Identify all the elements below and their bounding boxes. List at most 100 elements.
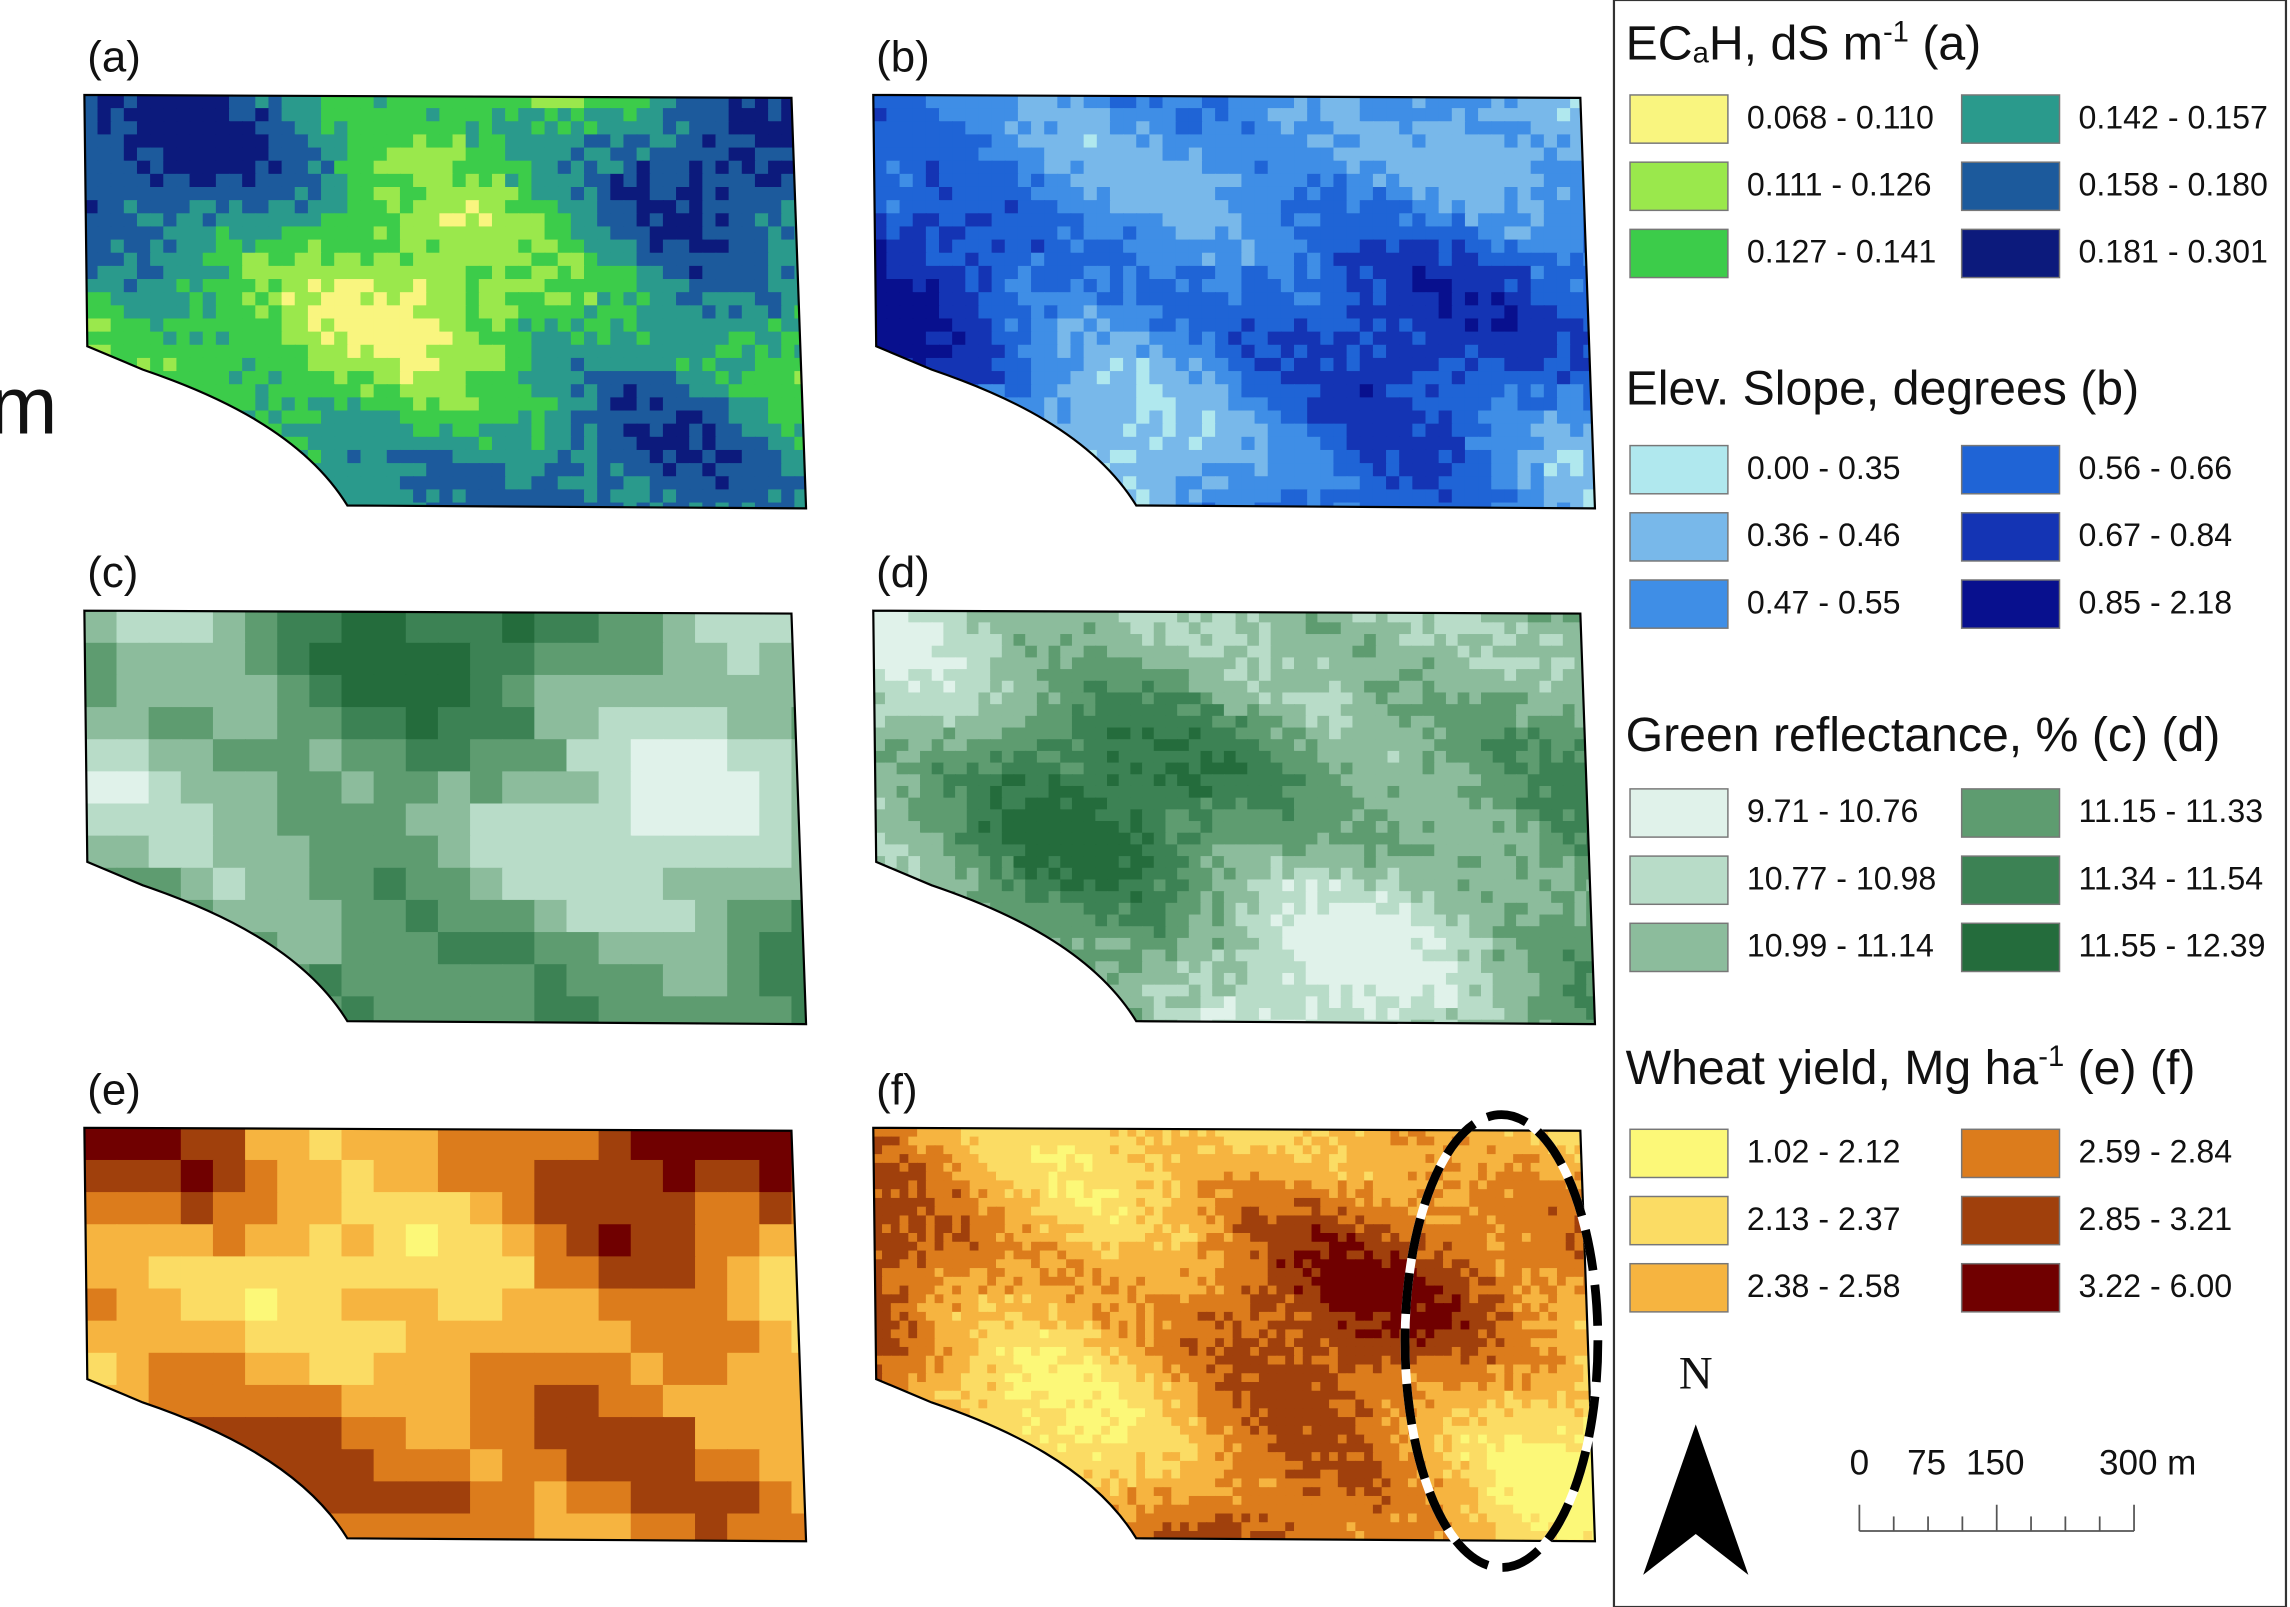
map-cell [1518, 253, 1532, 267]
map-cell [321, 437, 335, 451]
map-cell [1018, 213, 1032, 227]
map-cell [203, 134, 217, 148]
map-cell [1119, 646, 1132, 659]
map-cell [689, 253, 703, 267]
map-cell [1439, 371, 1453, 385]
map-cell [163, 174, 177, 188]
map-cell [308, 174, 322, 188]
map-cell [1504, 187, 1518, 201]
map-cell [282, 213, 296, 227]
map-cell [400, 108, 414, 122]
map-cell [111, 148, 125, 162]
map-cell [1177, 739, 1190, 752]
map-cell [1528, 657, 1541, 670]
map-cell [1364, 728, 1377, 741]
map-cell [400, 332, 414, 346]
map-cell [1037, 728, 1050, 741]
map-cell [502, 739, 535, 772]
map-cell [321, 213, 335, 227]
map-cell [1163, 476, 1177, 490]
map-cell [742, 240, 756, 254]
map-cell [1271, 692, 1284, 705]
map-cell [1176, 318, 1190, 332]
map-cell [347, 424, 361, 438]
map-cell [453, 134, 467, 148]
map-cell [1329, 681, 1342, 694]
map-cell [387, 226, 401, 240]
map-cell [374, 161, 388, 175]
map-cell [702, 424, 716, 438]
map-cell [597, 318, 611, 332]
map-cell [637, 226, 651, 240]
map-cell [1493, 622, 1506, 635]
map-cell [939, 161, 953, 175]
map-cell [1044, 134, 1058, 148]
map-cell [505, 187, 519, 201]
map-cell [190, 148, 204, 162]
map-cell [1446, 646, 1459, 659]
map-cell [466, 279, 480, 293]
map-cell [1163, 253, 1177, 267]
map-cell [1165, 622, 1178, 635]
map-cell [308, 253, 322, 267]
map-cell [453, 411, 467, 425]
map-cell [1259, 657, 1272, 670]
map-cell [650, 266, 664, 280]
map-cell [566, 964, 599, 997]
map-cell [1224, 692, 1237, 705]
map-cell [1228, 463, 1242, 477]
map-cell [1095, 681, 1108, 694]
map-cell [759, 611, 792, 644]
map-cell [268, 411, 282, 425]
map-cell [1516, 634, 1529, 647]
map-cell [98, 240, 112, 254]
map-cell [1037, 774, 1050, 787]
map-cell [1268, 253, 1282, 267]
map-cell [571, 397, 585, 411]
map-cell [309, 675, 342, 708]
map-cell [1333, 240, 1347, 254]
map-cell [268, 371, 282, 385]
map-cell [111, 305, 125, 319]
map-cell [597, 489, 611, 503]
map-cell [531, 200, 545, 214]
map-cell [768, 240, 782, 254]
map-cell [1149, 371, 1163, 385]
map-cell [1072, 669, 1085, 682]
map-cell [1504, 669, 1517, 682]
map-cell [1528, 692, 1541, 705]
map-cell [342, 868, 375, 901]
map-cell [623, 108, 637, 122]
map-cell [1031, 397, 1045, 411]
map-cell [438, 643, 471, 676]
map-cell [1320, 305, 1334, 319]
map-cell [1236, 716, 1249, 729]
map-cell [1110, 226, 1124, 240]
map-cell [163, 266, 177, 280]
map-cell [1423, 704, 1436, 717]
map-cell [978, 318, 992, 332]
map-cell [1060, 692, 1073, 705]
map-cell [1149, 424, 1163, 438]
map-cell [1136, 371, 1150, 385]
map-cell [203, 332, 217, 346]
map-cell [1412, 450, 1426, 464]
map-cell [492, 240, 506, 254]
map-cell [1241, 332, 1255, 346]
map-cell [1528, 739, 1541, 752]
map-cell [479, 161, 493, 175]
map-cell [695, 932, 728, 965]
map-cell [1119, 634, 1132, 647]
map-cell [1201, 739, 1214, 752]
map-cell [1551, 763, 1564, 776]
map-cell [676, 266, 690, 280]
map-cell [727, 739, 760, 772]
map-cell [137, 292, 151, 306]
map-cell [1149, 463, 1163, 477]
map-cell [309, 868, 342, 901]
map-cell [255, 148, 269, 162]
map-cell [374, 611, 407, 644]
map-cell [400, 450, 414, 464]
map-cell [1333, 174, 1347, 188]
map-cell [1154, 634, 1167, 647]
